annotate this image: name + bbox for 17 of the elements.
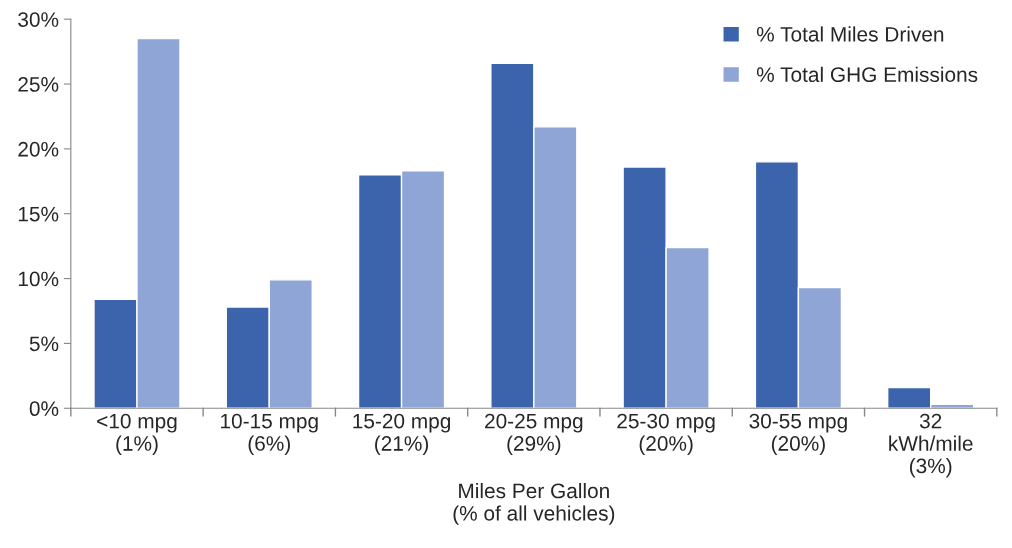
legend-label: % Total Miles Driven: [756, 26, 944, 42]
y-tick-label: 30%: [18, 12, 59, 27]
y-tick-label: 15%: [18, 206, 59, 222]
x-tick-label: 15-20 mpg (21%): [353, 413, 451, 455]
x-tick-label: 20-25 mpg (29%): [485, 413, 583, 455]
y-tick-label: 20%: [18, 141, 59, 157]
y-tick-label: 0%: [29, 401, 59, 417]
y-tick-label: 5%: [29, 336, 59, 352]
y-tick-label: 10%: [18, 271, 59, 287]
x-tick-label: 10-15 mpg (6%): [221, 413, 318, 455]
x-tick-label: 30-55 mpg (20%): [749, 413, 847, 455]
legend-label: % Total GHG Emissions: [756, 66, 978, 83]
y-tick-label: 25%: [18, 77, 59, 92]
x-tick-label: 25-30 mpg (20%): [617, 413, 715, 455]
x-tick-label: 32 kWh/mile (3%): [889, 413, 973, 478]
x-tick-label: <10 mpg (1%): [97, 413, 177, 455]
x-axis-title: Miles Per Gallon (% of all vehicles): [453, 482, 615, 525]
